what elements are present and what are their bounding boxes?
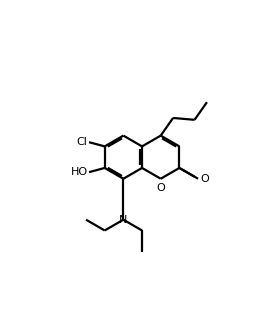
Text: N: N <box>118 215 126 225</box>
Text: O: O <box>156 183 164 193</box>
Text: O: O <box>200 174 208 184</box>
Text: HO: HO <box>70 167 87 177</box>
Text: Cl: Cl <box>76 137 87 147</box>
